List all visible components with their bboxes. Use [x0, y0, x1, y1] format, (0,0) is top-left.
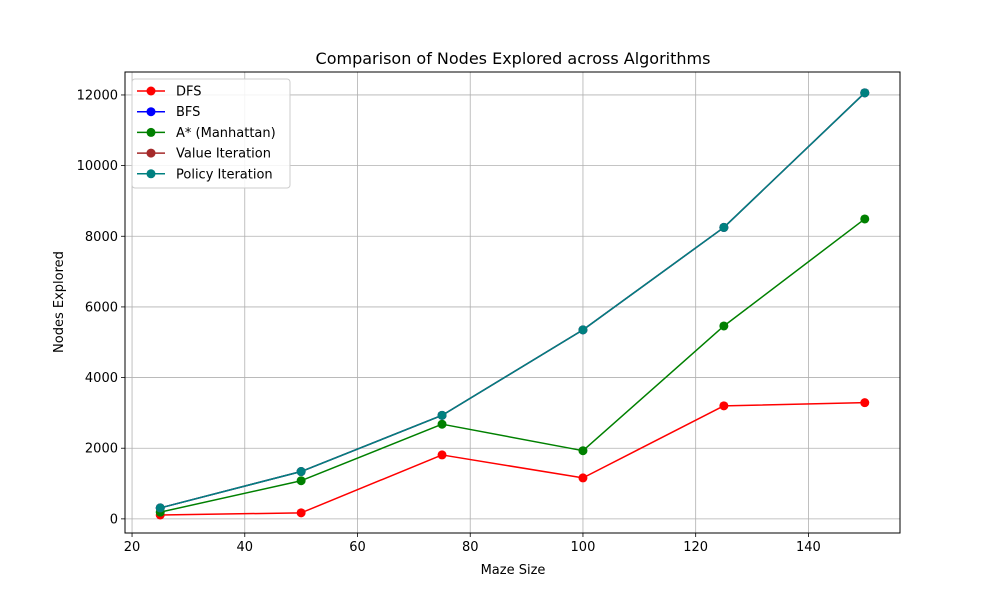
x-tick-label: 80	[462, 540, 479, 555]
legend: DFS BFS A* (Manhattan) Value Iteration Polic…	[131, 78, 291, 189]
x-tick-label: 120	[683, 540, 708, 555]
data-point	[437, 450, 447, 460]
data-point	[719, 401, 729, 411]
data-point	[437, 410, 447, 420]
data-point	[155, 503, 165, 513]
y-tick-label: 6000	[85, 300, 118, 315]
data-point	[296, 508, 306, 518]
legend-box	[131, 78, 291, 189]
data-point	[860, 398, 870, 408]
x-tick-label: 40	[236, 540, 253, 555]
series-line	[160, 401, 865, 516]
legend-marker	[146, 148, 156, 158]
y-tick-label: 4000	[85, 371, 118, 386]
legend-item: DFS	[137, 85, 202, 100]
legend-marker	[146, 127, 156, 137]
chart-title: Comparison of Nodes Explored across Algo…	[316, 49, 711, 68]
data-point	[296, 467, 306, 477]
y-tick-label: 0	[110, 512, 118, 527]
series-line	[160, 92, 866, 509]
axis-ticks: 20 40 60 80 100 120 140 0 2000 4000 6000 8000 10000 1…	[77, 88, 821, 555]
data-point	[860, 214, 870, 224]
legend-item: A* (Manhattan)	[137, 126, 276, 141]
series-2	[155, 214, 870, 517]
x-tick-label: 60	[349, 540, 366, 555]
legend-item: Policy Iteration	[137, 167, 273, 182]
x-tick-label: 140	[796, 540, 821, 555]
series-line	[160, 218, 866, 513]
legend-item: Value Iteration	[137, 147, 271, 162]
plot-frame	[124, 71, 901, 534]
legend-marker	[146, 169, 156, 179]
series-0	[155, 398, 870, 520]
data-point	[860, 88, 870, 98]
x-tick-label: 100	[571, 540, 596, 555]
legend-item: BFS	[137, 105, 200, 120]
legend-marker	[146, 86, 156, 96]
legend-label: Value Iteration	[176, 147, 271, 162]
y-tick-label: 2000	[85, 442, 118, 457]
series-layer	[155, 88, 870, 520]
legend-label: DFS	[176, 85, 202, 100]
y-tick-label: 8000	[85, 230, 118, 245]
grid	[125, 72, 900, 533]
series-4	[155, 88, 870, 513]
y-tick-label: 12000	[77, 88, 118, 103]
y-tick-label: 10000	[77, 159, 118, 174]
x-tick-label: 20	[124, 540, 141, 555]
legend-label: BFS	[176, 105, 200, 120]
legend-label: A* (Manhattan)	[176, 126, 276, 141]
data-point	[578, 446, 588, 456]
data-point	[578, 325, 588, 335]
data-point	[719, 222, 729, 232]
legend-marker	[146, 107, 156, 117]
y-axis-label: Nodes Explored	[52, 251, 67, 353]
data-point	[719, 321, 729, 331]
data-point	[437, 419, 447, 429]
data-point	[578, 473, 588, 483]
legend-label: Policy Iteration	[176, 167, 273, 182]
data-point	[296, 476, 306, 486]
x-axis-label: Maze Size	[481, 563, 546, 578]
